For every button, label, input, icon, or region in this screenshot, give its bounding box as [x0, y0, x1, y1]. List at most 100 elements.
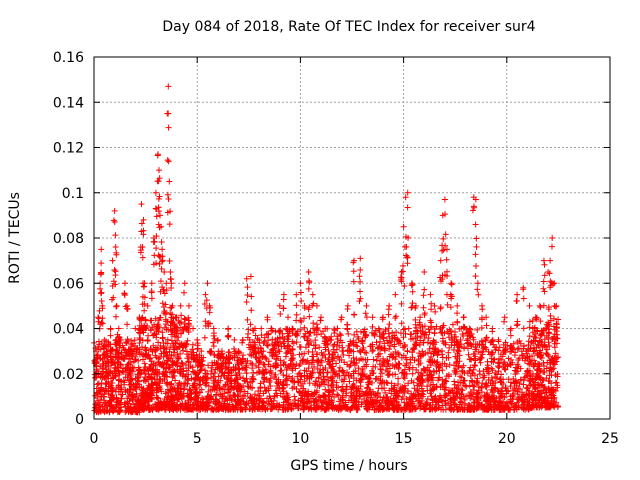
- data-point: [152, 344, 159, 351]
- y-tick-label: 0.06: [53, 276, 84, 292]
- data-point: [304, 357, 311, 364]
- data-point: [94, 368, 101, 375]
- data-point: [129, 391, 136, 398]
- data-point: [215, 373, 222, 380]
- data-point: [159, 329, 166, 336]
- data-point: [293, 339, 300, 346]
- data-point: [409, 281, 416, 288]
- data-point: [240, 352, 247, 359]
- data-point: [111, 207, 118, 214]
- data-point: [167, 344, 174, 351]
- data-point: [163, 280, 170, 287]
- data-point: [296, 369, 303, 376]
- data-point: [226, 385, 233, 392]
- data-point: [454, 302, 461, 309]
- data-point: [339, 347, 346, 354]
- data-point: [386, 321, 393, 328]
- data-point: [153, 213, 160, 220]
- data-point: [451, 329, 458, 336]
- data-point: [172, 404, 179, 411]
- data-point: [152, 189, 159, 196]
- data-point: [247, 321, 254, 328]
- data-point: [325, 388, 332, 395]
- data-point: [421, 286, 428, 293]
- data-point: [526, 302, 533, 309]
- data-point: [225, 332, 232, 339]
- data-point: [159, 246, 166, 253]
- data-point: [185, 377, 192, 384]
- data-point: [463, 383, 470, 390]
- data-point: [312, 337, 319, 344]
- y-tick-label: 0: [75, 412, 84, 428]
- data-point: [95, 338, 102, 345]
- data-point: [205, 383, 212, 390]
- data-point: [150, 332, 157, 339]
- data-point: [164, 357, 171, 364]
- x-tick-label: 25: [601, 431, 619, 447]
- data-point: [118, 395, 125, 402]
- data-point: [185, 358, 192, 365]
- data-point: [427, 291, 434, 298]
- data-point: [167, 355, 174, 362]
- data-point: [155, 178, 162, 185]
- data-point: [160, 364, 167, 371]
- data-point: [322, 354, 329, 361]
- data-point: [180, 347, 187, 354]
- data-point: [196, 382, 203, 389]
- data-point: [540, 285, 547, 292]
- data-point: [97, 290, 104, 297]
- data-point: [115, 368, 122, 375]
- data-point: [228, 367, 235, 374]
- data-point: [175, 355, 182, 362]
- data-point: [165, 110, 172, 117]
- data-point: [200, 354, 207, 361]
- data-point: [312, 345, 319, 352]
- data-point: [408, 304, 415, 311]
- data-point: [244, 292, 251, 299]
- data-point: [537, 304, 544, 311]
- data-point: [148, 280, 155, 287]
- data-point: [141, 307, 148, 314]
- data-point: [155, 322, 162, 329]
- chart-title: Day 084 of 2018, Rate Of TEC Index for r…: [162, 19, 535, 35]
- data-point: [139, 405, 146, 412]
- data-point: [227, 352, 234, 359]
- data-point: [520, 295, 527, 302]
- data-point: [164, 191, 171, 198]
- x-axis-label: GPS time / hours: [290, 458, 407, 474]
- data-point: [454, 310, 461, 317]
- data-point: [96, 388, 103, 395]
- data-point: [140, 283, 147, 290]
- data-point: [214, 387, 221, 394]
- data-point: [167, 364, 174, 371]
- data-point: [277, 368, 284, 375]
- data-point: [147, 345, 154, 352]
- data-point: [261, 384, 268, 391]
- data-point: [194, 336, 201, 343]
- data-point: [211, 386, 218, 393]
- data-point: [403, 243, 410, 250]
- data-point: [186, 359, 193, 366]
- data-point: [314, 365, 321, 372]
- data-point: [363, 314, 370, 321]
- data-point: [540, 278, 547, 285]
- data-point: [514, 321, 521, 328]
- data-point: [409, 370, 416, 377]
- data-point: [162, 368, 169, 375]
- data-point: [357, 255, 364, 262]
- data-point: [222, 404, 229, 411]
- data-point: [101, 407, 108, 414]
- data-point: [136, 322, 143, 329]
- data-point: [186, 386, 193, 393]
- data-point: [222, 381, 229, 388]
- data-point: [501, 314, 508, 321]
- data-point: [248, 293, 255, 300]
- data-point: [132, 394, 139, 401]
- grid: [94, 57, 610, 419]
- data-point: [126, 389, 133, 396]
- data-point: [304, 337, 311, 344]
- data-point: [404, 348, 411, 355]
- data-point: [98, 384, 105, 391]
- data-point: [545, 268, 552, 275]
- data-point: [258, 325, 265, 332]
